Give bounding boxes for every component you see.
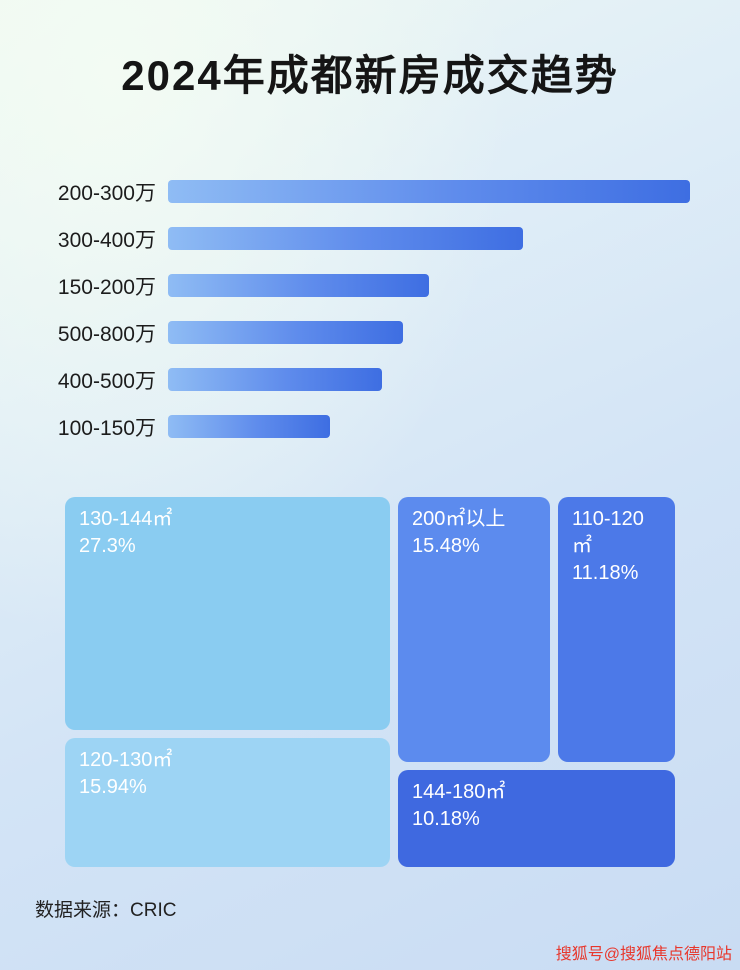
bar-row: 200-300万 <box>50 180 690 205</box>
bar-category-label: 500-800万 <box>57 322 156 346</box>
data-source-note: 数据来源：CRIC <box>35 900 177 921</box>
bar-200-300wan <box>168 180 690 203</box>
treemap-block-label: 200㎡以上 <box>412 508 506 530</box>
bar-row: 400-500万 <box>50 368 690 393</box>
bar-400-500wan <box>168 368 383 391</box>
bar-track <box>168 180 690 203</box>
treemap-block-value: 15.48% <box>412 535 480 557</box>
treemap-block-label: 130-144㎡ <box>79 508 173 530</box>
treemap-block-120-130: 120-130㎡ 15.94% <box>65 738 390 867</box>
treemap-block-value: 11.18% <box>572 562 639 584</box>
treemap-block-label: 110-120㎡ <box>572 508 644 557</box>
bar-row: 150-200万 <box>50 274 690 299</box>
bar-row: 500-800万 <box>50 321 690 346</box>
treemap-block-label: 144-180㎡ <box>412 781 506 803</box>
bar-category-label: 150-200万 <box>57 275 156 299</box>
bar-300-400wan <box>168 227 523 250</box>
bar-100-150wan <box>168 415 330 438</box>
bar-track <box>168 368 690 391</box>
bar-row: 300-400万 <box>50 227 690 252</box>
bar-track <box>168 227 690 250</box>
bar-500-800wan <box>168 321 403 344</box>
bar-category-label: 300-400万 <box>57 228 156 252</box>
treemap-block-144-180: 144-180㎡ 10.18% <box>398 770 675 867</box>
bar-track <box>168 321 690 344</box>
price-range-bar-chart: 200-300万 300-400万 150-200万 500-800万 400-… <box>50 180 690 462</box>
treemap-block-200-plus: 200㎡以上 15.48% <box>398 497 550 762</box>
bar-track <box>168 415 690 438</box>
page-title: 2024年成都新房成交趋势 <box>121 52 619 99</box>
treemap-block-value: 10.18% <box>412 808 480 830</box>
treemap-block-value: 27.3% <box>79 535 136 557</box>
watermark: 搜狐号@搜狐焦点德阳站 <box>555 946 732 963</box>
floor-area-treemap: 130-144㎡ 27.3% 120-130㎡ 15.94% 200㎡以上 15… <box>65 497 675 867</box>
treemap-block-110-120: 110-120㎡ 11.18% <box>558 497 675 762</box>
treemap-block-130-144: 130-144㎡ 27.3% <box>65 497 390 730</box>
bar-150-200wan <box>168 274 429 297</box>
bar-category-label: 100-150万 <box>57 416 156 440</box>
bar-category-label: 200-300万 <box>57 181 156 205</box>
bar-row: 100-150万 <box>50 415 690 440</box>
bar-category-label: 400-500万 <box>57 369 156 393</box>
treemap-block-value: 15.94% <box>79 776 147 798</box>
bar-track <box>168 274 690 297</box>
treemap-block-label: 120-130㎡ <box>79 749 173 771</box>
